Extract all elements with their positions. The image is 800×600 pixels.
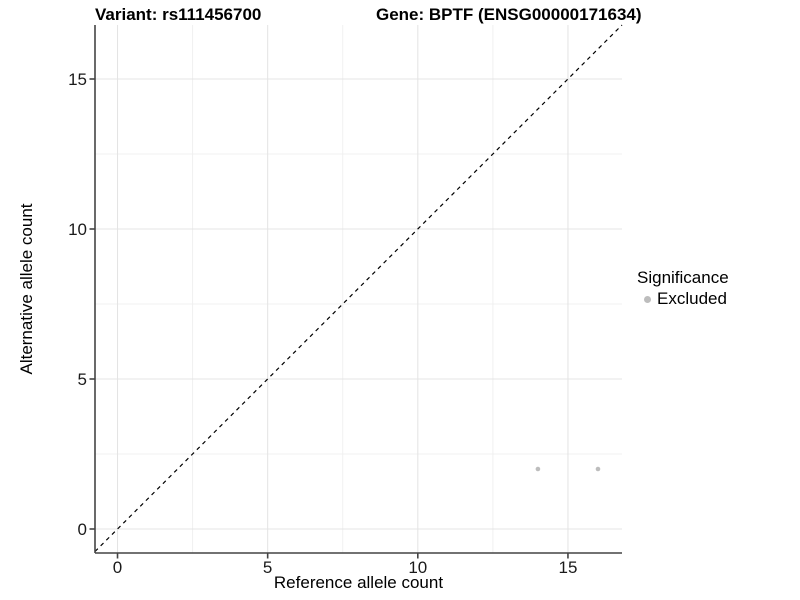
legend-item-label: Excluded (657, 289, 727, 308)
y-tick-label: 15 (68, 70, 87, 89)
excluded-point-icon (643, 295, 651, 303)
x-tick-label: 0 (113, 558, 122, 577)
y-tick-label: 10 (68, 220, 87, 239)
plot-title-gene: Gene: BPTF (ENSG00000171634) (376, 5, 642, 24)
y-tick-label: 0 (78, 520, 87, 539)
legend: Significance Excluded (637, 267, 729, 309)
plot-title-variant: Variant: rs111456700 (95, 5, 262, 24)
y-axis-title: Alternative allele count (17, 203, 36, 375)
identity-line (94, 24, 623, 552)
legend-item-excluded: Excluded (637, 289, 729, 309)
data-point (595, 466, 601, 472)
x-tick-label: 5 (263, 558, 272, 577)
x-tick-label: 15 (558, 558, 577, 577)
y-tick-label: 5 (78, 370, 87, 389)
x-axis-title: Reference allele count (273, 573, 444, 592)
legend-key (637, 289, 657, 309)
data-point (535, 466, 541, 472)
legend-title: Significance (637, 268, 729, 287)
x-tick-label: 10 (408, 558, 427, 577)
